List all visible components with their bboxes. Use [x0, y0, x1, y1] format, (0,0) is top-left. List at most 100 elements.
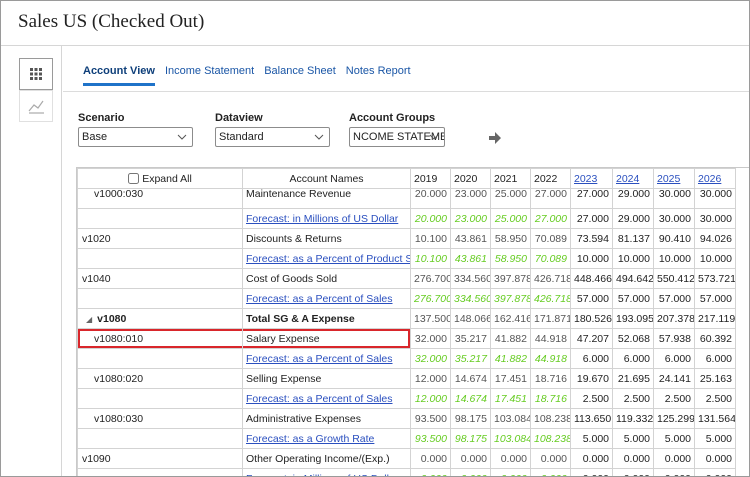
- forecast-link[interactable]: Forecast: as a Percent of Sales: [246, 352, 393, 365]
- code-cell: v1080:030: [77, 408, 243, 429]
- year-link[interactable]: 2025: [657, 172, 681, 185]
- forecast-link[interactable]: Forecast: as a Percent of Sales: [246, 392, 393, 405]
- account-code: v1080:010: [94, 332, 144, 345]
- table: Expand All Account Names 2019 2020 2021 2022 2…: [77, 168, 736, 477]
- value-cell: 2.500: [694, 388, 736, 409]
- chevron: [429, 134, 439, 140]
- value-cell: 0.000: [570, 448, 613, 469]
- code-cell: [77, 208, 243, 229]
- value-cell: 334.560: [450, 268, 491, 289]
- forecast-link[interactable]: Forecast: as a Percent of Product Sales: [246, 252, 410, 265]
- value-cell: 20.000: [410, 208, 451, 229]
- value-cell: 43.861: [450, 228, 491, 249]
- value-cell: 70.089: [530, 228, 571, 249]
- name-cell: Forecast: as a Percent of Sales: [242, 288, 411, 309]
- value-cell: 57.000: [653, 288, 695, 309]
- value-cell: 119.332: [612, 408, 654, 429]
- data-row: Forecast: as a Percent of Sales 12.000 14.…: [77, 388, 736, 409]
- value-cell: 30.000: [694, 208, 736, 229]
- header-cell: Expand All: [77, 168, 243, 189]
- value-cell: 10.000: [653, 248, 695, 269]
- value-cell: 6.000: [570, 348, 613, 369]
- chevron: [314, 134, 324, 140]
- name-cell: Forecast: in Millions of US Dollar: [242, 468, 411, 477]
- name-cell: Forecast: as a Growth Rate: [242, 428, 411, 449]
- code-cell: v1080:010: [77, 328, 243, 349]
- data-row: Forecast: as a Percent of Sales 32.000 35.…: [77, 348, 736, 369]
- expand-toggle[interactable]: ◢: [86, 314, 93, 324]
- value-cell: 32.000: [410, 328, 451, 349]
- go-arrow[interactable]: [487, 131, 503, 145]
- tab[interactable]: Account View: [83, 65, 155, 86]
- value-cell: 108.238: [530, 408, 571, 429]
- name-cell: Cost of Goods Sold: [242, 268, 411, 289]
- forecast-link[interactable]: Forecast: in Millions of US Dollar: [246, 212, 399, 225]
- value-cell: 98.175: [450, 428, 491, 449]
- dropdown-value: Base: [82, 131, 108, 143]
- data-row: Forecast: as a Percent of Sales 276.700 33…: [77, 288, 736, 309]
- value-cell: 5.000: [570, 428, 613, 449]
- tab[interactable]: Balance Sheet: [264, 65, 336, 77]
- value-cell: 17.451: [490, 368, 531, 389]
- value-cell: 30.000: [653, 188, 695, 209]
- expand-all-checkbox[interactable]: [128, 172, 140, 184]
- value-cell: 25.000: [490, 208, 531, 229]
- account-code: v1080:020: [94, 372, 144, 385]
- value-cell: 27.000: [570, 188, 613, 209]
- column-label: 2022: [534, 172, 558, 185]
- value-cell: 113.650: [570, 408, 613, 429]
- value-cell: 44.918: [530, 348, 571, 369]
- year-link[interactable]: 2024: [616, 172, 640, 185]
- grid-view-button[interactable]: [19, 58, 53, 90]
- data-row: v1080:030 Administrative Expenses 93.500 98…: [77, 408, 736, 429]
- value-cell: 47.207: [570, 328, 613, 349]
- name-cell: Salary Expense: [242, 328, 411, 349]
- value-cell: 14.674: [450, 388, 491, 409]
- dropdown[interactable]: Standard: [215, 127, 330, 147]
- header-cell: 2022: [530, 168, 571, 189]
- account-name: Cost of Goods Sold: [246, 272, 338, 285]
- header-cell: 2023: [570, 168, 613, 189]
- year-link[interactable]: 2023: [574, 172, 598, 185]
- value-cell: 0.000: [490, 468, 531, 476]
- value-cell: 103.084: [490, 408, 531, 429]
- year-link[interactable]: 2026: [698, 172, 722, 185]
- account-name: Salary Expense: [246, 332, 320, 345]
- value-cell: 10.000: [570, 248, 613, 269]
- header-cell: 2021: [490, 168, 531, 189]
- value-cell: 93.500: [410, 428, 451, 449]
- tab[interactable]: Notes Report: [345, 65, 411, 77]
- value-cell: 32.000: [410, 348, 451, 369]
- value-cell: 426.718: [530, 288, 571, 309]
- value-cell: 0.000: [410, 468, 451, 476]
- value-cell: 125.299: [653, 408, 695, 429]
- value-cell: 103.084: [490, 428, 531, 449]
- value-cell: 5.000: [653, 428, 695, 449]
- data-row: v1080:020 Selling Expense 12.000 14.674 17.4…: [77, 368, 736, 389]
- value-cell: 12.000: [410, 368, 451, 389]
- name-cell: Selling Expense: [242, 368, 411, 389]
- value-cell: 0.000: [410, 448, 451, 469]
- value-cell: 29.000: [612, 188, 654, 209]
- code-cell: [77, 348, 243, 369]
- value-cell: 23.000: [450, 208, 491, 229]
- value-cell: 6.000: [612, 348, 654, 369]
- tab[interactable]: Income Statement: [164, 65, 255, 77]
- value-cell: 573.721: [694, 268, 736, 289]
- data-row: v1080:010 Salary Expense 32.000 35.217 41.88…: [77, 328, 736, 349]
- chart-view-button[interactable]: [19, 90, 53, 122]
- dropdown[interactable]: Base: [78, 127, 193, 147]
- value-cell: 57.000: [570, 288, 613, 309]
- data-row: v1000:030 Maintenance Revenue 20.000 23.000…: [77, 188, 736, 209]
- value-cell: 25.000: [490, 188, 531, 209]
- value-cell: 426.718: [530, 268, 571, 289]
- dropdown[interactable]: NCOME STATEMENT: [349, 127, 445, 147]
- forecast-link[interactable]: Forecast: as a Growth Rate: [246, 432, 375, 445]
- forecast-link[interactable]: Forecast: as a Percent of Sales: [246, 292, 393, 305]
- value-cell: 193.095: [612, 308, 654, 329]
- forecast-link[interactable]: Forecast: in Millions of US Dollar: [246, 473, 398, 477]
- account-code: v1000:030: [94, 188, 144, 200]
- page-title: Sales US (Checked Out): [18, 11, 205, 32]
- name-cell: Administrative Expenses: [242, 408, 411, 429]
